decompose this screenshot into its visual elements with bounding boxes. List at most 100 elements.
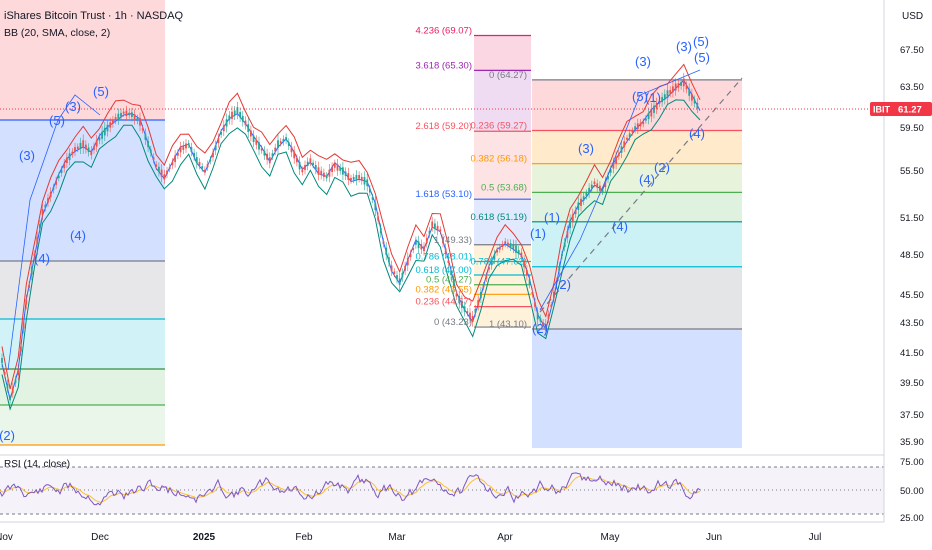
fib-zones [0,0,742,448]
price-tick-label: 48.50 [900,250,924,261]
time-axis[interactable]: Nov Dec 2025 Feb Mar Apr May Jun Jul [0,532,821,543]
wave-label: (3) [635,54,651,69]
candle-body [626,137,628,140]
candle-body [550,304,553,307]
fib-label-left: 0.236 (44.67) [415,297,472,308]
candle-body [228,115,231,121]
candle-body [47,198,49,203]
candle-body [236,107,239,114]
rsi-axis[interactable]: 75.00 50.00 25.00 [900,457,924,524]
candle-body [90,150,93,156]
candle-body [542,322,544,325]
candle-body [268,157,271,164]
candle-body [534,302,536,307]
candle-body [117,113,120,120]
candle-body [309,158,312,163]
candle-body [593,181,596,184]
zone-mid-red [474,131,531,200]
candle-body [601,190,604,192]
candle-body [509,243,512,248]
candle-body [536,312,539,320]
candle-body [571,214,574,222]
trend-dashed-line [539,77,743,313]
candle-body [114,117,117,121]
price-badge: IBIT 61.27 [870,102,932,116]
candle-body [25,299,28,305]
chart-title[interactable]: iShares Bitcoin Trust · 1h · NASDAQ [4,10,184,22]
fib-label-right: 0 (64.27) [489,70,527,81]
indicator-legend[interactable]: BB (20, SMA, close, 2) [4,27,110,39]
candle-body [488,267,490,270]
candle-body [371,197,374,200]
candle-body [185,143,187,149]
fib-label-left: 0.5 (46.27) [426,275,472,286]
candle-body [531,291,534,295]
fib-label-right: 1 (43.10) [489,319,527,330]
candle-body [490,260,493,266]
candle-body [401,272,404,278]
candle-body [420,244,423,250]
currency-label[interactable]: USD [902,11,923,22]
candle-body [461,300,463,308]
candle-body [639,122,642,127]
bb-lower-line [1,99,701,411]
candle-body [431,221,434,227]
candle-body [628,133,631,138]
candle-body [44,204,47,208]
candle-body [101,131,103,139]
price-axis[interactable]: 67.50 63.50 59.50 55.50 51.50 48.50 45.50 43.50… [900,45,924,448]
wave-label: (3) [65,99,81,114]
price-value: 61.27 [898,105,922,116]
wave-label: (3) [676,39,692,54]
candle-body [174,155,176,163]
candle-body [3,372,6,375]
candle-body [347,173,350,180]
candle-body [691,94,693,101]
candle-body [680,82,682,86]
candle-body [201,166,204,169]
candle-body [171,161,174,166]
candle-body [28,284,30,288]
time-tick-label: Jul [809,532,822,543]
candle-body [133,114,136,120]
fib-label-left: 2.618 (59.20) [415,121,472,132]
candle-body [474,309,477,313]
candle-body [369,188,371,193]
rsi-tick-label: 75.00 [900,457,924,468]
candle-body [520,252,523,258]
candle-body [122,111,125,114]
price-tick-label: 55.50 [900,166,924,177]
price-tick-label: 43.50 [900,318,924,329]
candle-body [293,151,296,159]
fib-label-right: 0.382 (56.18) [470,154,527,165]
price-tick-label: 41.50 [900,348,924,359]
candle-body [360,176,363,181]
candle-body [274,147,277,152]
candle-body [666,90,669,99]
candle-body [231,111,233,119]
candle-body [298,161,301,170]
candle-body [149,149,152,153]
candle-body [74,147,76,152]
wave-label: (3) [19,148,35,163]
wave-label: (2) [555,277,571,292]
price-tick-label: 67.50 [900,45,924,56]
candle-body [11,387,14,393]
candle-body [144,133,147,140]
candle-body [617,153,620,157]
zone-left-lightgreen [0,405,165,445]
candle-body [252,135,255,142]
candle-body [677,83,680,88]
candle-body [214,145,217,151]
candle-body [574,210,577,215]
candle-body [98,136,101,141]
candle-body [52,187,55,191]
wave-label: (4) [612,219,628,234]
candle-body [471,315,474,322]
candle-body [209,159,212,162]
price-axis-bg [884,0,932,550]
candle-body [580,198,582,206]
wave-path [539,69,701,311]
candle-body [41,209,44,216]
